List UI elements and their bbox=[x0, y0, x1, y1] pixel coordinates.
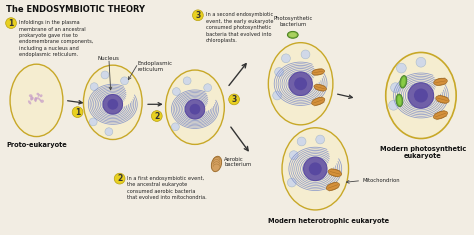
Circle shape bbox=[190, 104, 201, 115]
Ellipse shape bbox=[314, 84, 327, 91]
Circle shape bbox=[396, 63, 406, 73]
Circle shape bbox=[72, 107, 83, 118]
Ellipse shape bbox=[36, 93, 39, 95]
Text: 2: 2 bbox=[154, 112, 159, 121]
Circle shape bbox=[316, 135, 325, 144]
Text: Nucleus: Nucleus bbox=[98, 56, 120, 61]
Circle shape bbox=[120, 77, 128, 85]
Text: 2: 2 bbox=[117, 174, 122, 183]
Ellipse shape bbox=[38, 94, 40, 97]
Circle shape bbox=[204, 84, 211, 92]
Circle shape bbox=[297, 137, 306, 146]
Circle shape bbox=[303, 157, 327, 181]
Ellipse shape bbox=[401, 77, 405, 87]
Text: In a second endosymbiotic
event, the early eukaryote
consumed photosynthetic
bac: In a second endosymbiotic event, the ear… bbox=[206, 12, 273, 43]
Circle shape bbox=[172, 123, 179, 131]
Text: Modern photosynthetic
eukaryote: Modern photosynthetic eukaryote bbox=[380, 146, 466, 159]
Text: 1: 1 bbox=[9, 19, 14, 27]
Circle shape bbox=[89, 118, 97, 126]
Text: 1: 1 bbox=[75, 108, 80, 117]
Ellipse shape bbox=[434, 78, 447, 85]
Ellipse shape bbox=[397, 95, 401, 105]
Ellipse shape bbox=[396, 94, 403, 107]
Circle shape bbox=[309, 162, 322, 175]
Ellipse shape bbox=[165, 70, 224, 144]
Ellipse shape bbox=[436, 96, 449, 103]
Ellipse shape bbox=[312, 97, 325, 105]
Circle shape bbox=[408, 83, 434, 108]
Circle shape bbox=[391, 83, 401, 93]
Circle shape bbox=[183, 77, 191, 85]
Ellipse shape bbox=[386, 52, 456, 139]
Ellipse shape bbox=[400, 75, 407, 88]
Circle shape bbox=[289, 72, 312, 95]
Ellipse shape bbox=[268, 43, 333, 125]
Ellipse shape bbox=[40, 100, 44, 103]
Circle shape bbox=[229, 94, 239, 105]
Ellipse shape bbox=[35, 98, 37, 102]
Ellipse shape bbox=[83, 65, 142, 140]
Text: 3: 3 bbox=[195, 11, 201, 20]
Ellipse shape bbox=[37, 97, 42, 101]
Text: Photosynthetic
bacterium: Photosynthetic bacterium bbox=[273, 16, 312, 27]
Text: Modern heterotrophic eukaryote: Modern heterotrophic eukaryote bbox=[268, 218, 390, 224]
Text: Proto-eukaryote: Proto-eukaryote bbox=[6, 142, 67, 149]
Circle shape bbox=[294, 77, 307, 90]
Ellipse shape bbox=[434, 111, 447, 119]
Circle shape bbox=[273, 91, 282, 100]
Circle shape bbox=[282, 54, 291, 63]
Circle shape bbox=[192, 10, 203, 21]
Circle shape bbox=[105, 128, 113, 136]
Ellipse shape bbox=[327, 183, 339, 190]
Circle shape bbox=[151, 111, 162, 121]
Circle shape bbox=[114, 173, 125, 184]
Circle shape bbox=[301, 50, 310, 59]
Text: Endoplasmic
reticulum: Endoplasmic reticulum bbox=[137, 61, 173, 72]
Circle shape bbox=[389, 100, 399, 110]
Circle shape bbox=[101, 71, 109, 79]
Circle shape bbox=[287, 178, 296, 187]
Circle shape bbox=[289, 151, 298, 160]
Ellipse shape bbox=[40, 94, 43, 97]
Ellipse shape bbox=[211, 156, 222, 172]
Circle shape bbox=[103, 94, 123, 114]
Ellipse shape bbox=[312, 69, 325, 75]
Ellipse shape bbox=[29, 94, 33, 97]
Text: The ENDOSYMBIOTIC THEORY: The ENDOSYMBIOTIC THEORY bbox=[6, 5, 145, 15]
Ellipse shape bbox=[31, 97, 34, 100]
Ellipse shape bbox=[282, 128, 348, 210]
Ellipse shape bbox=[328, 169, 342, 176]
Ellipse shape bbox=[34, 97, 37, 101]
Ellipse shape bbox=[289, 33, 297, 37]
Circle shape bbox=[416, 57, 426, 67]
Circle shape bbox=[90, 83, 98, 91]
Circle shape bbox=[6, 18, 17, 28]
Ellipse shape bbox=[30, 96, 33, 101]
Ellipse shape bbox=[36, 97, 38, 100]
Circle shape bbox=[185, 99, 205, 119]
Ellipse shape bbox=[28, 100, 31, 105]
Text: Infoldings in the plasma
membrane of an ancestral
prokaryote gave rise to
endome: Infoldings in the plasma membrane of an … bbox=[19, 20, 93, 57]
Text: In a first endosymbiotic event,
the ancestral eukaryote
consumed aerobic bacteri: In a first endosymbiotic event, the ance… bbox=[128, 176, 207, 200]
Circle shape bbox=[275, 68, 283, 76]
Ellipse shape bbox=[10, 64, 63, 137]
Text: 3: 3 bbox=[231, 95, 237, 104]
Circle shape bbox=[414, 89, 428, 102]
Text: Aerobic
bacterium: Aerobic bacterium bbox=[224, 157, 252, 167]
Text: Mitochondrion: Mitochondrion bbox=[362, 178, 400, 183]
Ellipse shape bbox=[287, 31, 298, 38]
Circle shape bbox=[173, 88, 180, 95]
Circle shape bbox=[108, 99, 118, 110]
